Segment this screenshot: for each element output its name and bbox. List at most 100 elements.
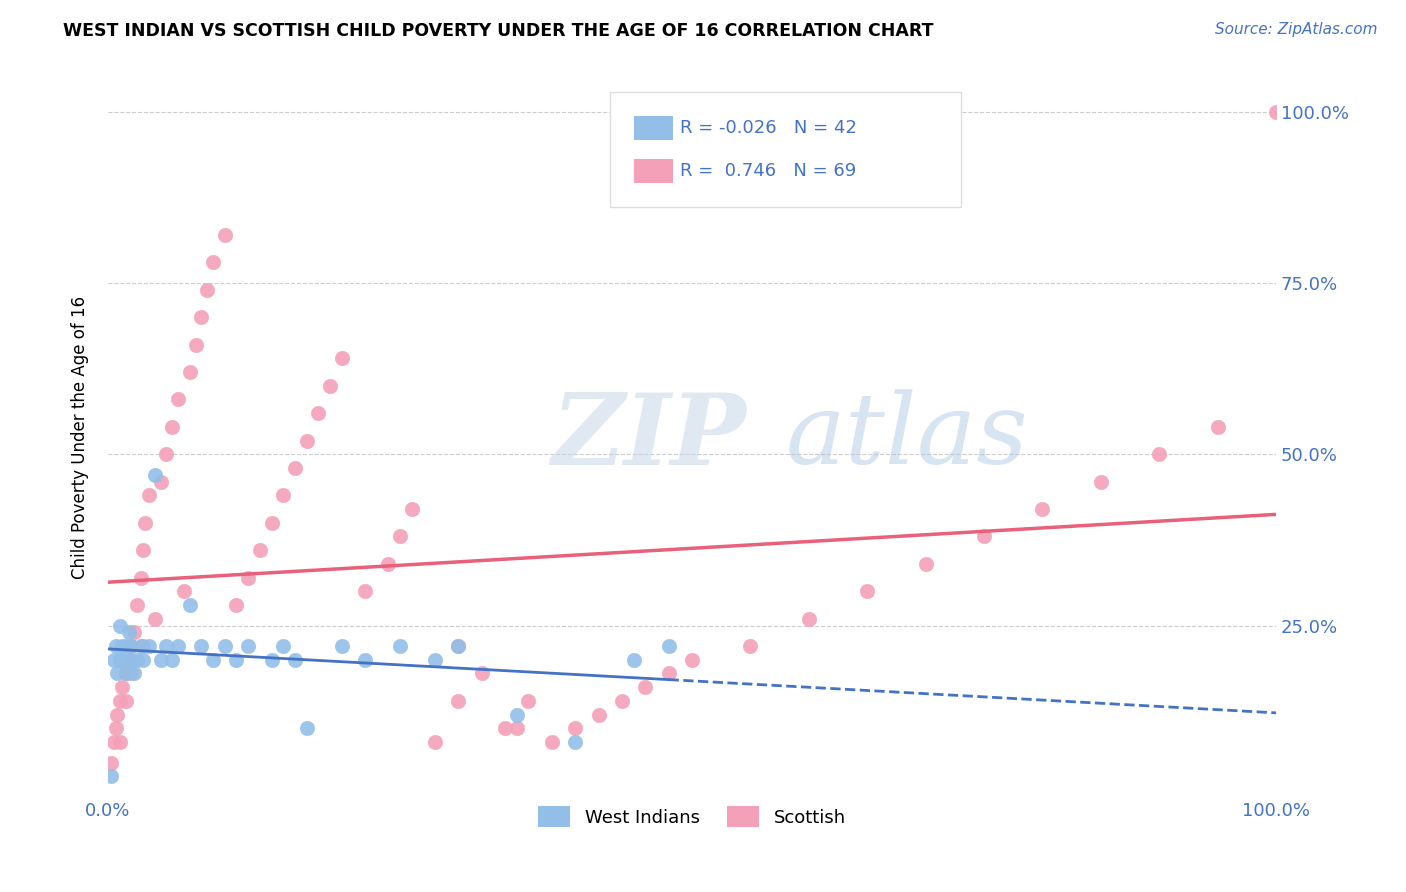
Point [190, 639, 212, 653]
Point [1265, 104, 1288, 119]
Point [155, 447, 177, 461]
Point [388, 639, 411, 653]
Point [105, 707, 128, 722]
Point [494, 721, 516, 735]
Point [354, 653, 377, 667]
Point [103, 653, 125, 667]
Text: ZIP: ZIP [551, 389, 747, 485]
Point [225, 598, 247, 612]
Point [236, 570, 259, 584]
Point [114, 694, 136, 708]
Point [506, 707, 529, 722]
Point [143, 612, 166, 626]
Point [195, 283, 218, 297]
Point [623, 653, 645, 667]
Point [307, 406, 329, 420]
Point [132, 639, 155, 653]
Point [249, 543, 271, 558]
Legend: West Indians, Scottish: West Indians, Scottish [530, 799, 853, 835]
Point [184, 337, 207, 351]
Point [610, 694, 633, 708]
Point [202, 653, 225, 667]
Point [167, 639, 190, 653]
Text: WEST INDIAN VS SCOTTISH CHILD POVERTY UNDER THE AGE OF 16 CORRELATION CHART: WEST INDIAN VS SCOTTISH CHILD POVERTY UN… [63, 22, 934, 40]
Point [319, 378, 342, 392]
Point [284, 461, 307, 475]
Point [118, 653, 141, 667]
Point [423, 653, 446, 667]
Point [388, 529, 411, 543]
Point [658, 639, 681, 653]
Point [138, 639, 160, 653]
FancyBboxPatch shape [634, 116, 673, 140]
Point [160, 420, 183, 434]
Point [167, 392, 190, 407]
Point [132, 653, 155, 667]
Point [114, 666, 136, 681]
Point [173, 584, 195, 599]
Point [108, 653, 131, 667]
Point [138, 488, 160, 502]
Point [108, 735, 131, 749]
Point [120, 639, 142, 653]
Point [214, 227, 236, 242]
Point [118, 625, 141, 640]
Point [447, 639, 470, 653]
Point [112, 653, 135, 667]
Point [100, 756, 122, 770]
Point [564, 735, 586, 749]
Point [105, 639, 128, 653]
Point [108, 618, 131, 632]
Point [1147, 447, 1170, 461]
Point [111, 680, 134, 694]
Point [179, 365, 201, 379]
Point [225, 653, 247, 667]
Point [143, 467, 166, 482]
Point [634, 680, 657, 694]
Point [108, 694, 131, 708]
Point [797, 612, 820, 626]
Text: atlas: atlas [786, 390, 1028, 484]
Point [127, 598, 149, 612]
Point [122, 625, 145, 640]
Point [330, 351, 353, 366]
Point [155, 639, 177, 653]
Point [856, 584, 879, 599]
Point [506, 721, 529, 735]
Point [179, 598, 201, 612]
Point [100, 769, 122, 783]
Point [129, 570, 152, 584]
Point [914, 557, 936, 571]
Point [190, 310, 212, 325]
Point [149, 475, 172, 489]
Point [260, 516, 283, 530]
Point [129, 639, 152, 653]
Point [447, 694, 470, 708]
Point [377, 557, 399, 571]
Point [295, 721, 318, 735]
Point [120, 653, 142, 667]
Point [149, 653, 172, 667]
Point [236, 639, 259, 653]
Point [973, 529, 995, 543]
FancyBboxPatch shape [634, 159, 673, 183]
Point [658, 666, 681, 681]
Point [103, 735, 125, 749]
Point [447, 639, 470, 653]
Point [127, 653, 149, 667]
Point [540, 735, 562, 749]
Point [681, 653, 703, 667]
Point [214, 639, 236, 653]
Point [105, 721, 128, 735]
Text: R = -0.026   N = 42: R = -0.026 N = 42 [681, 119, 858, 136]
Point [295, 434, 318, 448]
Y-axis label: Child Poverty Under the Age of 16: Child Poverty Under the Age of 16 [72, 295, 89, 579]
Point [588, 707, 610, 722]
FancyBboxPatch shape [610, 92, 960, 207]
Point [564, 721, 586, 735]
Point [114, 639, 136, 653]
Point [271, 639, 294, 653]
Point [354, 584, 377, 599]
Text: Source: ZipAtlas.com: Source: ZipAtlas.com [1215, 22, 1378, 37]
Point [284, 653, 307, 667]
